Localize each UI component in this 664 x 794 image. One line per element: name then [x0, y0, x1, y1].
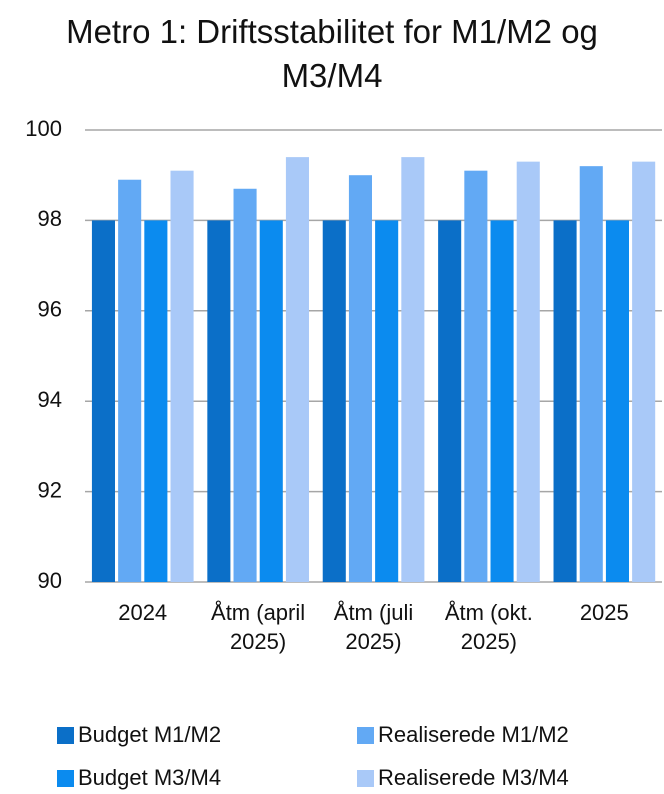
y-tick-label: 94 — [38, 387, 62, 412]
legend-label: Budget M1/M2 — [78, 722, 222, 747]
y-tick-label: 90 — [38, 568, 62, 593]
bar — [118, 179, 142, 582]
x-tick-label: Åtm (april 2025) — [211, 600, 306, 654]
bar — [605, 220, 629, 582]
bar — [170, 170, 194, 582]
bar — [322, 220, 346, 582]
bar — [490, 220, 514, 582]
bar — [259, 220, 283, 582]
x-tick-label: 2024 — [118, 600, 168, 625]
legend-swatch — [357, 726, 374, 744]
bar — [233, 188, 257, 582]
legend-swatch — [57, 769, 74, 787]
x-tick-label: 2025 — [579, 600, 629, 625]
y-tick-label: 92 — [38, 477, 62, 502]
legend-swatch — [57, 726, 74, 744]
bar — [438, 220, 462, 582]
bar — [285, 157, 309, 582]
bar — [401, 157, 425, 582]
bar — [91, 220, 116, 582]
chart-title: Metro 1: Driftsstabilitet for M1/M2 og M… — [66, 13, 598, 94]
y-tick-label: 96 — [38, 297, 62, 322]
x-tick-label: Åtm (juli 2025) — [333, 600, 414, 654]
y-tick-label: 98 — [38, 206, 62, 231]
x-tick-label: Åtm (okt. 2025) — [444, 600, 533, 654]
legend-item: Budget M3/M4 — [57, 763, 221, 793]
bar — [348, 175, 372, 582]
legend-label: Budget M3/M4 — [78, 765, 222, 790]
legend-item: Realiserede M1/M2 — [357, 720, 569, 750]
bar — [207, 220, 231, 582]
bar — [516, 161, 540, 582]
legend-item: Budget M1/M2 — [57, 720, 221, 750]
bar — [375, 220, 399, 582]
bar — [579, 166, 603, 582]
bar — [632, 161, 656, 582]
legend-item: Realiserede M3/M4 — [357, 763, 569, 793]
legend-label: Realiserede M3/M4 — [378, 765, 569, 790]
bar — [144, 220, 168, 582]
bar — [464, 170, 488, 582]
legend-swatch — [357, 769, 374, 787]
bar — [553, 220, 577, 582]
y-tick-label: 100 — [25, 116, 62, 141]
legend-label: Realiserede M1/M2 — [378, 722, 569, 747]
